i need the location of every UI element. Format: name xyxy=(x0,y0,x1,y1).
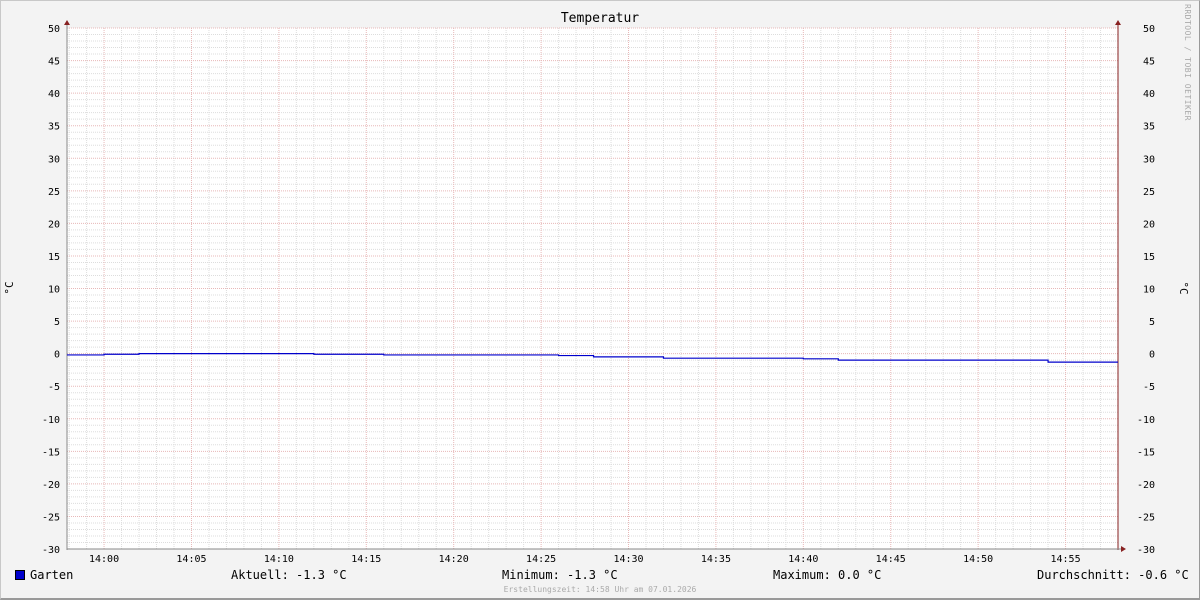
y-tick-label-left: 20 xyxy=(48,219,60,230)
y-tick-label-right: 50 xyxy=(1143,24,1155,35)
creation-time: Erstellungszeit: 14:58 Uhr am 07.01.2026 xyxy=(503,585,697,594)
legend-maximum: Maximum: 0.0 °C xyxy=(773,568,882,582)
y-tick-label-right: 45 xyxy=(1143,57,1155,68)
y-tick-label-right: 5 xyxy=(1149,317,1155,328)
x-tick-label: 14:15 xyxy=(351,554,381,565)
legend-series-name: Garten xyxy=(30,568,74,582)
y-tick-label-left: 5 xyxy=(54,317,60,328)
y-tick-label-right: 40 xyxy=(1143,89,1155,100)
y-tick-label-right: -15 xyxy=(1137,447,1155,458)
y-tick-label-left: 15 xyxy=(48,252,60,263)
x-tick-label: 14:45 xyxy=(876,554,906,565)
y-tick-label-left: -25 xyxy=(42,512,60,523)
y-tick-label-right: -20 xyxy=(1137,480,1155,491)
y-tick-label-left: 35 xyxy=(48,122,60,133)
y-tick-label-left: -30 xyxy=(42,545,60,556)
y-tick-label-left: -5 xyxy=(48,382,60,393)
x-tick-label: 14:00 xyxy=(89,554,119,565)
y-axis-label-left: °C xyxy=(3,281,16,294)
x-tick-label: 14:10 xyxy=(264,554,294,565)
y-tick-label-right: -30 xyxy=(1137,545,1155,556)
y-tick-label-left: 40 xyxy=(48,89,60,100)
y-tick-label-left: 50 xyxy=(48,24,60,35)
watermark: RRDTOOL / TOBI OETIKER xyxy=(1183,4,1192,121)
y-tick-label-left: 25 xyxy=(48,187,60,198)
y-tick-label-left: -10 xyxy=(42,415,60,426)
axis-arrow-icon xyxy=(1121,546,1126,552)
y-tick-label-right: 15 xyxy=(1143,252,1155,263)
y-tick-label-left: 45 xyxy=(48,57,60,68)
y-tick-label-right: -25 xyxy=(1137,512,1155,523)
x-tick-label: 14:20 xyxy=(439,554,469,565)
y-tick-label-right: -5 xyxy=(1143,382,1155,393)
legend-current: Aktuell: -1.3 °C xyxy=(231,568,347,582)
y-axis-label-right: °C xyxy=(1177,281,1190,294)
x-tick-label: 14:40 xyxy=(788,554,818,565)
y-tick-label-left: 0 xyxy=(54,350,60,361)
y-tick-label-left: 10 xyxy=(48,285,60,296)
legend-swatch-garten xyxy=(15,570,25,580)
y-tick-label-left: -15 xyxy=(42,447,60,458)
y-tick-label-right: 35 xyxy=(1143,122,1155,133)
y-tick-label-right: -10 xyxy=(1137,415,1155,426)
legend-minimum: Minimum: -1.3 °C xyxy=(502,568,618,582)
x-tick-label: 14:05 xyxy=(176,554,206,565)
y-tick-label-right: 30 xyxy=(1143,154,1155,165)
y-tick-label-left: -20 xyxy=(42,480,60,491)
chart-title: Temperatur xyxy=(560,11,640,26)
axis-arrow-icon xyxy=(64,20,70,25)
x-tick-label: 14:50 xyxy=(963,554,993,565)
axis-arrow-icon xyxy=(1115,20,1121,25)
x-tick-label: 14:55 xyxy=(1051,554,1081,565)
y-tick-label-right: 25 xyxy=(1143,187,1155,198)
y-tick-label-left: 30 xyxy=(48,154,60,165)
series-line-garten xyxy=(67,353,1118,363)
y-tick-label-right: 0 xyxy=(1149,350,1155,361)
y-tick-label-right: 20 xyxy=(1143,219,1155,230)
legend-average: Durchschnitt: -0.6 °C xyxy=(1037,568,1189,582)
y-tick-label-right: 10 xyxy=(1143,285,1155,296)
x-tick-label: 14:30 xyxy=(613,554,643,565)
x-tick-label: 14:35 xyxy=(701,554,731,565)
x-tick-label: 14:25 xyxy=(526,554,556,565)
